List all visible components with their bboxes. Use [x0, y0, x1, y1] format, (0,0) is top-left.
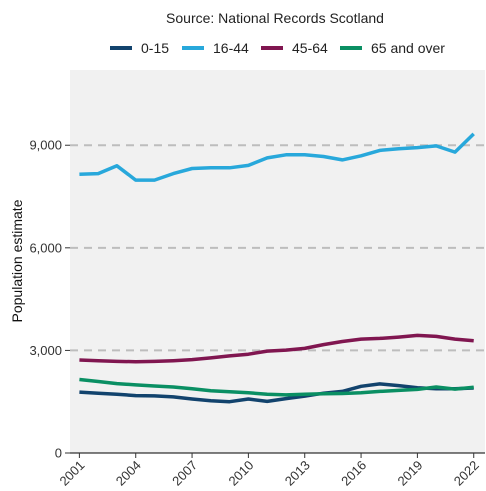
x-tick-label: 2019 [394, 458, 425, 489]
x-tick-label: 2004 [113, 458, 144, 489]
y-tick-label: 9,000 [29, 138, 62, 153]
y-tick-label: 3,000 [29, 343, 62, 358]
series-line-65-and-over [79, 377, 474, 397]
x-tick-label: 2007 [169, 458, 200, 489]
chart-title: Source: National Records Scotland [166, 10, 384, 26]
series-line-16-44 [79, 132, 475, 182]
y-axis-title: Population estimate [9, 199, 25, 322]
series-line-45-64 [79, 333, 474, 364]
x-tick-label: 2016 [338, 458, 369, 489]
series-lines [79, 132, 475, 404]
y-tick-label: 6,000 [29, 240, 62, 255]
x-tick-label: 2013 [282, 458, 313, 489]
legend-label-0-15: 0-15 [141, 40, 169, 56]
x-axis: 2001 2004 2007 2010 2013 2016 2019 2022 [56, 453, 482, 489]
legend-label-45-64: 45-64 [292, 40, 328, 56]
legend: 0-15 16-44 45-64 65 and over [110, 40, 445, 56]
legend-label-16-44: 16-44 [213, 40, 249, 56]
x-tick-label: 2001 [56, 458, 87, 489]
x-tick-label: 2010 [225, 458, 256, 489]
series-line-0-15 [79, 382, 474, 404]
legend-label-65-and-over: 65 and over [371, 40, 445, 56]
x-tick-label: 2022 [451, 458, 482, 489]
y-tick-label: 0 [55, 446, 62, 461]
y-axis: 0 3,000 6,000 9,000 [29, 138, 70, 461]
